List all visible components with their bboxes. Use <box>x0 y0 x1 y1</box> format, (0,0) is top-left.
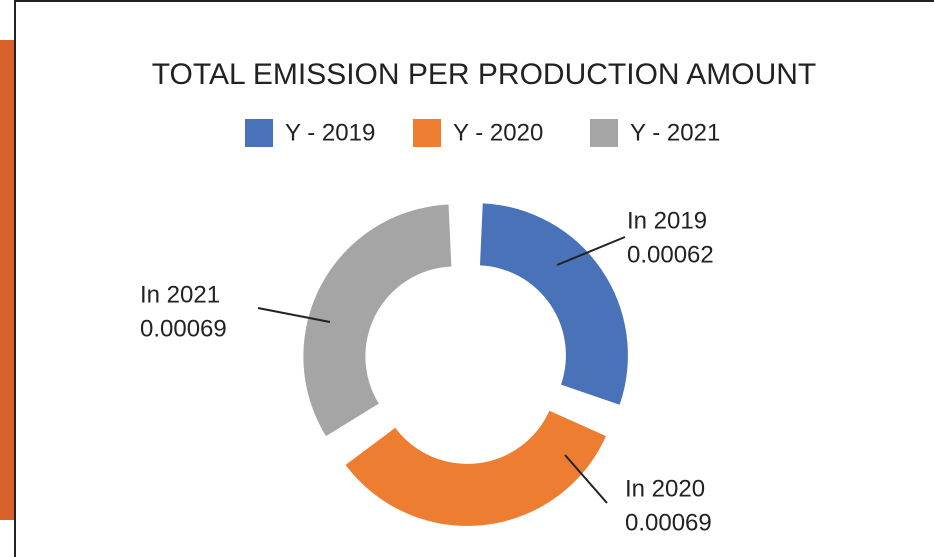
legend-label: Y - 2019 <box>285 119 375 146</box>
data-label-value: 0.00069 <box>625 509 712 536</box>
legend-swatch <box>245 119 273 147</box>
data-label-value: 0.00069 <box>140 315 227 342</box>
data-label-name: In 2020 <box>625 475 705 502</box>
donut-slice <box>479 203 628 405</box>
leader-line <box>257 307 331 323</box>
chart-title: TOTAL EMISSION PER PRODUCTION AMOUNT <box>152 58 817 91</box>
legend-swatch <box>413 119 441 147</box>
data-label-value: 0.00062 <box>627 241 714 268</box>
data-label-name: In 2019 <box>627 207 707 234</box>
legend-label: Y - 2020 <box>453 119 543 146</box>
donut-slice <box>345 410 606 526</box>
legend-swatch <box>590 119 618 147</box>
leader-line <box>564 454 608 504</box>
leader-line <box>556 236 626 266</box>
donut-slice <box>303 204 452 437</box>
decor-strip <box>0 40 16 520</box>
legend-label: Y - 2021 <box>630 119 720 146</box>
data-label-name: In 2021 <box>140 281 220 308</box>
